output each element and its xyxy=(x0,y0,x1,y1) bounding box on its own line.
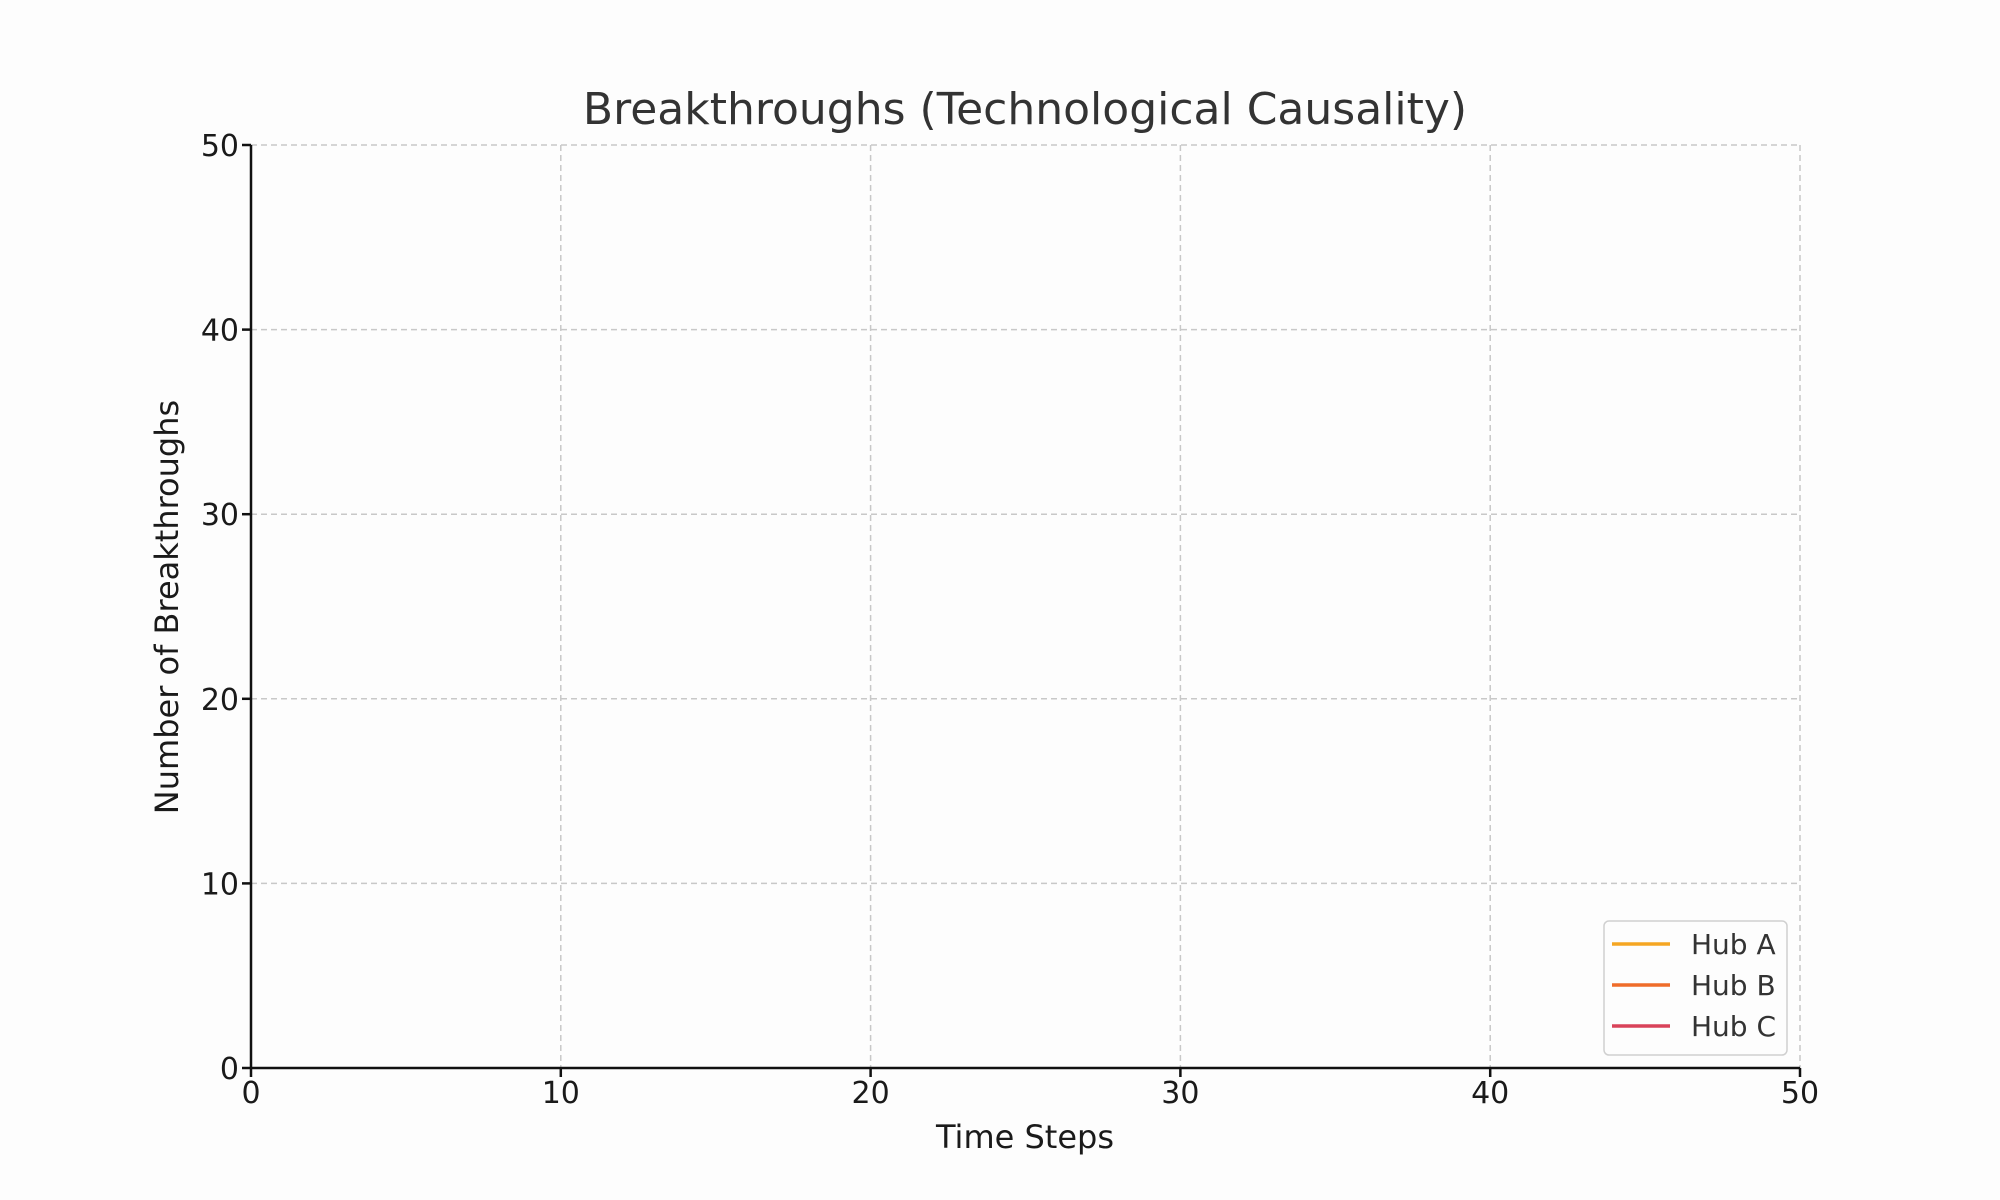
x-tick-label: 20 xyxy=(852,1076,890,1111)
y-tick-label: 20 xyxy=(201,683,239,718)
x-tick-label: 10 xyxy=(542,1076,580,1111)
y-tick-label: 40 xyxy=(201,314,239,349)
legend-label: Hub A xyxy=(1691,928,1776,961)
x-axis-ticks: 0 10 20 30 40 50 xyxy=(241,1068,1819,1111)
legend-label: Hub B xyxy=(1691,969,1776,1002)
chart-title: Breakthroughs (Technological Causality) xyxy=(583,84,1467,135)
y-tick-label: 50 xyxy=(201,129,239,164)
x-tick-label: 0 xyxy=(241,1076,260,1111)
y-tick-label: 0 xyxy=(220,1052,239,1087)
y-axis-ticks: 0 10 20 30 40 50 xyxy=(201,129,251,1087)
legend-box xyxy=(1603,920,1788,1056)
x-axis-label: Time Steps xyxy=(935,1118,1114,1156)
x-tick-label: 40 xyxy=(1471,1076,1509,1111)
grid xyxy=(250,144,1801,1069)
y-axis-label: Number of Breakthroughs xyxy=(148,400,186,814)
legend: Hub A Hub B Hub C xyxy=(1603,920,1788,1056)
y-tick-label: 30 xyxy=(201,498,239,533)
x-tick-label: 30 xyxy=(1161,1076,1199,1111)
y-tick-label: 10 xyxy=(201,867,239,902)
legend-label: Hub C xyxy=(1691,1010,1776,1043)
x-tick-label: 50 xyxy=(1781,1076,1819,1111)
